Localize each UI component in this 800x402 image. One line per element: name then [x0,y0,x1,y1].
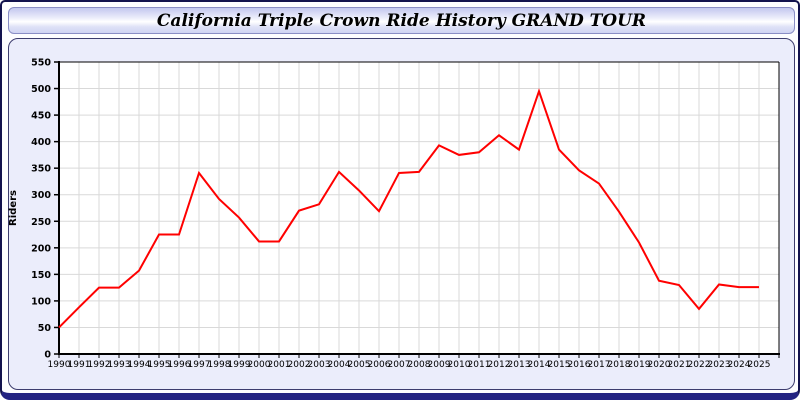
x-tick-label: 1991 [68,360,91,370]
x-tick-label: 1998 [208,360,231,370]
y-tick-label: 300 [31,190,51,201]
x-tick-label: 2007 [388,360,411,370]
data-line [58,88,759,329]
y-tick-label: 150 [31,270,51,281]
x-tick-label: 2003 [308,360,331,370]
x-tick-label: 2001 [268,360,291,370]
y-tick-label: 250 [31,217,51,228]
y-tick-label: 0 [44,350,51,361]
y-tick-label: 200 [31,243,51,254]
x-tick-label: 1994 [128,360,151,370]
x-tick-label: 1992 [88,360,111,370]
x-tick-label: 2014 [528,360,551,370]
x-tick-label: 2013 [508,360,531,370]
y-axis-label: Riders [8,190,19,226]
x-tick-label: 1993 [108,360,131,370]
x-tick-label: 2011 [468,360,491,370]
x-tick-label: 2016 [568,360,591,370]
x-tick-label: 2006 [368,360,391,370]
x-tick-label: 2015 [548,360,571,370]
x-tick-label: 2017 [588,360,611,370]
page-title: California Triple Crown Ride History GRA… [156,10,647,31]
x-tick-label: 2004 [328,360,351,370]
x-tick-label: 2021 [668,360,691,370]
x-tick-label: 2009 [428,360,451,370]
y-tick-label: 350 [31,164,51,175]
x-tick-label: 2019 [628,360,651,370]
x-tick-label: 2022 [688,360,711,370]
y-tick-label: 400 [31,137,51,148]
x-tick-label: 1990 [48,360,71,370]
y-tick-label: 50 [38,323,52,334]
x-tick-label: 1997 [188,360,211,370]
x-tick-label: 1999 [228,360,251,370]
x-tick-label: 2024 [728,360,751,370]
y-tick-label: 550 [31,58,51,69]
x-tick-label: 2020 [648,360,671,370]
x-tick-label: 2005 [348,360,371,370]
x-tick-label: 2018 [608,360,631,370]
x-tick-label: 2012 [488,360,511,370]
x-tick-label: 2000 [248,360,271,370]
y-tick-label: 100 [31,296,51,307]
x-tick-label: 2025 [748,360,771,370]
y-tick-label: 500 [31,84,51,95]
y-tick-label: 450 [31,111,51,122]
x-tick-label: 2008 [408,360,431,370]
x-tick-label: 1996 [168,360,191,370]
x-tick-label: 2023 [708,360,731,370]
title-bar: California Triple Crown Ride History GRA… [8,7,795,34]
x-tick-label: 1995 [148,360,171,370]
x-tick-label: 2010 [448,360,471,370]
x-tick-label: 2002 [288,360,311,370]
